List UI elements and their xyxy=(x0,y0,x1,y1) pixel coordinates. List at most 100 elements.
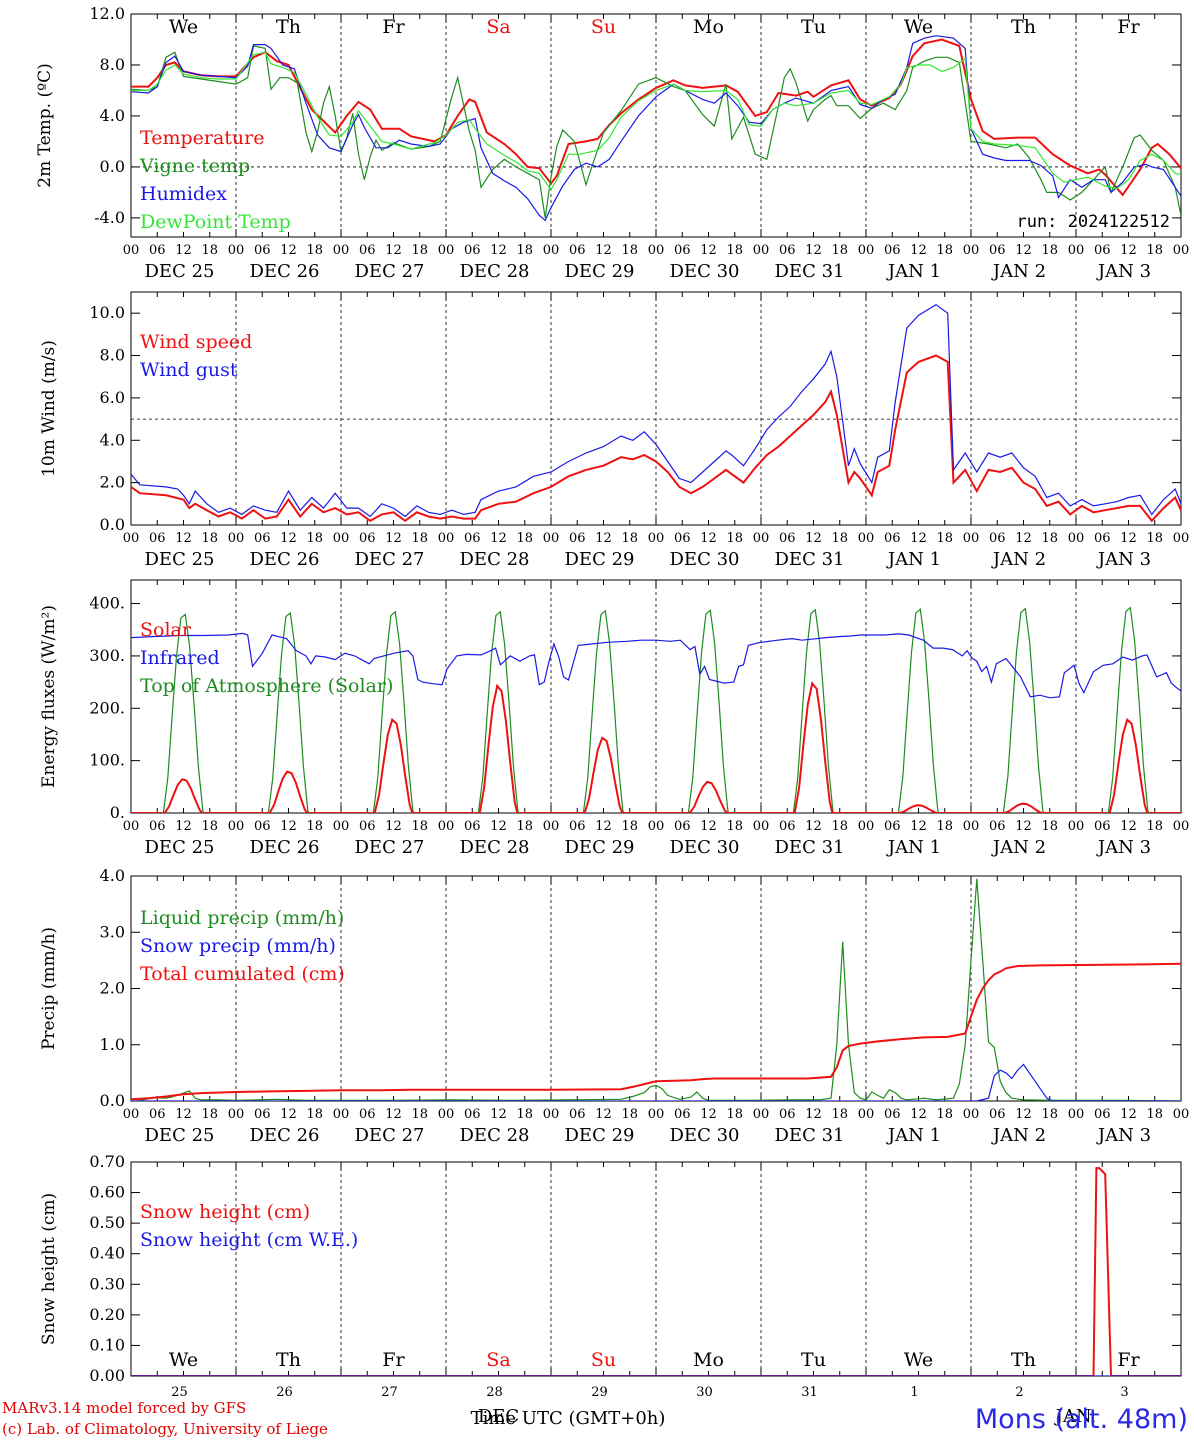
date-label: DEC 27 xyxy=(355,837,425,858)
hour-tick-label: 12 xyxy=(595,1107,612,1122)
hour-tick-label: 00 xyxy=(1068,1107,1085,1122)
month-label: JAN. xyxy=(1054,1406,1097,1427)
hour-tick-label: 00 xyxy=(963,243,980,258)
series-line xyxy=(131,878,1181,1101)
hour-tick-label: 18 xyxy=(936,531,953,546)
hour-tick-label: 00 xyxy=(123,243,140,258)
y-axis-label: Energy fluxes (W/m²) xyxy=(39,605,59,788)
hour-tick-label: 00 xyxy=(438,819,455,834)
hour-tick-label: 00 xyxy=(333,1107,350,1122)
model-credit: MARv3.14 model forced by GFS xyxy=(2,1399,246,1417)
hour-tick-label: 12 xyxy=(700,243,717,258)
date-label: JAN 1 xyxy=(886,1125,941,1146)
date-label: DEC 31 xyxy=(775,837,845,858)
y-tick-label: 0. xyxy=(110,803,125,822)
date-label: DEC 31 xyxy=(775,261,845,282)
hour-tick-label: 12 xyxy=(1120,1107,1137,1122)
date-label: JAN 2 xyxy=(991,549,1046,570)
hour-tick-label: 00 xyxy=(333,819,350,834)
y-tick-label: 200. xyxy=(89,698,125,717)
date-label: DEC 31 xyxy=(775,549,845,570)
series-line xyxy=(131,51,1181,192)
hour-tick-label: 00 xyxy=(1068,243,1085,258)
hour-tick-label: 18 xyxy=(831,1107,848,1122)
hour-tick-label: 00 xyxy=(858,819,875,834)
weekday-label: Mo xyxy=(693,16,724,38)
hour-tick-label: 12 xyxy=(805,243,822,258)
hour-tick-label: 06 xyxy=(674,243,691,258)
date-label: JAN 3 xyxy=(1096,837,1151,858)
series-line xyxy=(131,303,1181,518)
month-label: DEC xyxy=(478,1406,519,1427)
hour-tick-label: 00 xyxy=(1173,819,1190,834)
hour-tick-label: 00 xyxy=(333,531,350,546)
weekday-label: Su xyxy=(591,16,616,38)
y-tick-label: 4.0 xyxy=(100,866,125,885)
hour-tick-label: 00 xyxy=(543,819,560,834)
hour-tick-label: 12 xyxy=(385,243,402,258)
hour-tick-label: 00 xyxy=(753,819,770,834)
hour-tick-label: 06 xyxy=(254,1107,271,1122)
hour-tick-label: 00 xyxy=(963,819,980,834)
hour-tick-label: 18 xyxy=(831,531,848,546)
y-tick-label: 0.40 xyxy=(89,1244,125,1263)
date-label: DEC 25 xyxy=(145,837,215,858)
y-tick-label: 4.0 xyxy=(100,106,125,125)
hour-tick-label: 06 xyxy=(779,1107,796,1122)
hour-tick-label: 06 xyxy=(359,531,376,546)
hour-tick-label: 18 xyxy=(411,531,428,546)
hour-tick-label: 18 xyxy=(726,819,743,834)
hour-tick-label: 00 xyxy=(123,531,140,546)
legend-label: Vigne temp xyxy=(139,155,250,177)
y-tick-label: 3.0 xyxy=(100,922,125,941)
hour-tick-label: 06 xyxy=(884,819,901,834)
hour-tick-label: 18 xyxy=(306,819,323,834)
day-number-label: 3 xyxy=(1120,1385,1128,1400)
hour-tick-label: 06 xyxy=(674,1107,691,1122)
weekday-label: We xyxy=(169,16,198,38)
y-tick-label: 0.20 xyxy=(89,1305,125,1324)
y-axis-label: 10m Wind (m/s) xyxy=(39,340,59,477)
precip-panel: 4.0 3.0 2.0 1.0 0.0 Precip (mm/h) 00 06 12 18 00 06… xyxy=(39,866,1189,1146)
hour-tick-label: 00 xyxy=(1173,243,1190,258)
hour-tick-label: 06 xyxy=(569,243,586,258)
hour-tick-label: 06 xyxy=(1094,819,1111,834)
hour-tick-label: 06 xyxy=(569,1107,586,1122)
date-label: DEC 26 xyxy=(250,261,320,282)
hour-tick-label: 12 xyxy=(175,1107,192,1122)
hour-tick-label: 12 xyxy=(490,1107,507,1122)
day-number-label: 30 xyxy=(696,1385,713,1400)
hour-tick-label: 06 xyxy=(149,819,166,834)
date-label: DEC 29 xyxy=(565,261,635,282)
legend-label: Wind speed xyxy=(140,331,252,353)
hour-tick-label: 06 xyxy=(884,1107,901,1122)
hour-tick-label: 06 xyxy=(1094,243,1111,258)
hour-tick-label: 00 xyxy=(963,531,980,546)
hour-tick-label: 18 xyxy=(306,531,323,546)
y-tick-label: 1.0 xyxy=(100,1035,125,1054)
hour-tick-label: 06 xyxy=(989,531,1006,546)
y-tick-label: 0.0 xyxy=(100,515,125,534)
hour-tick-label: 18 xyxy=(831,243,848,258)
date-label: DEC 25 xyxy=(145,261,215,282)
lab-credit: (c) Lab. of Climatology, University of L… xyxy=(2,1420,328,1438)
hour-tick-label: 06 xyxy=(884,531,901,546)
hour-tick-label: 06 xyxy=(779,531,796,546)
hour-tick-label: 18 xyxy=(1146,243,1163,258)
hour-tick-label: 06 xyxy=(569,819,586,834)
hour-tick-label: 18 xyxy=(936,819,953,834)
weekday-label: We xyxy=(169,1349,198,1371)
date-label: DEC 28 xyxy=(460,549,530,570)
hour-tick-label: 06 xyxy=(464,531,481,546)
hour-tick-label: 00 xyxy=(543,243,560,258)
hour-tick-label: 12 xyxy=(1015,531,1032,546)
hour-tick-label: 06 xyxy=(464,1107,481,1122)
hour-tick-label: 06 xyxy=(359,243,376,258)
day-number-label: 26 xyxy=(276,1385,293,1400)
hour-tick-label: 00 xyxy=(648,531,665,546)
legend-label: Liquid precip (mm/h) xyxy=(140,907,344,929)
hour-tick-label: 12 xyxy=(595,819,612,834)
y-tick-label: 0.30 xyxy=(89,1274,125,1293)
hour-tick-label: 00 xyxy=(1068,531,1085,546)
